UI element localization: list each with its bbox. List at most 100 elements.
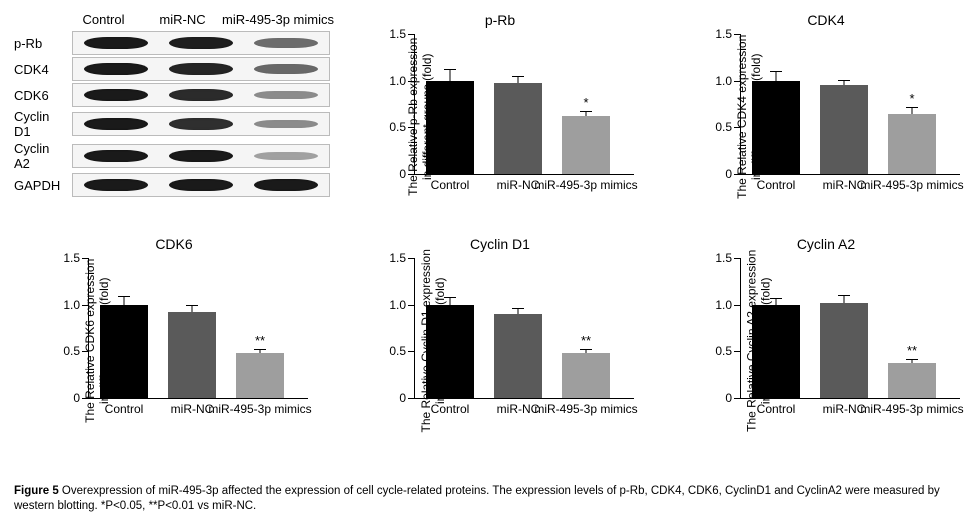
error-bar [450,297,451,304]
error-cap [580,349,592,350]
ytick [734,398,740,399]
blot-band [84,89,148,101]
blot-row-label: Cyclin A2 [14,141,72,171]
xtick-label: miR-495-3p mimics [860,178,963,192]
y-axis [740,34,741,174]
ytick-label: 0 [54,391,80,405]
xtick-label: miR-495-3p mimics [534,178,637,192]
error-cap [118,296,130,297]
ytick [82,351,88,352]
blot-band [254,64,318,74]
chart-plot-area: 00.51.01.5ControlmiR-NC**miR-495-3p mimi… [88,258,320,418]
blot-lane [73,32,158,54]
bar-0 [100,305,148,398]
blot-lane [158,145,243,167]
figure-page: Control miR-NC miR-495-3p mimics p-RbCDK… [0,0,975,523]
xtick-label: miR-NC [823,402,866,416]
chart-pRb: p-RbThe Relative p-Rb expressionin diffe… [340,8,660,226]
blot-row-label: CDK4 [14,62,72,77]
xtick-label: miR-NC [497,402,540,416]
ytick [408,305,414,306]
bar-1 [494,83,542,174]
ytick-label: 1.5 [706,27,732,41]
blot-lane-box [72,173,330,197]
y-axis [414,34,415,174]
blot-lane-box [72,31,330,55]
blot-band [169,37,233,49]
ytick-label: 0.5 [706,344,732,358]
xtick-label: miR-NC [171,402,214,416]
ytick-label: 1.5 [380,27,406,41]
figure-caption: Figure 5 Overexpression of miR-495-3p af… [14,484,961,515]
ytick [734,351,740,352]
bar-0 [752,81,800,174]
ytick [82,305,88,306]
blot-lane [73,58,158,80]
x-axis [414,174,634,175]
blot-col-1: miR-NC [143,12,222,27]
error-bar [776,71,777,80]
error-bar [844,295,845,302]
ytick [408,127,414,128]
significance-marker: ** [888,343,936,358]
blot-lane-box [72,57,330,81]
ytick-label: 0 [706,167,732,181]
error-bar [450,69,451,81]
blot-band [169,179,233,191]
chart-plot-area: 00.51.01.5ControlmiR-NC*miR-495-3p mimic… [414,34,646,194]
ytick [408,398,414,399]
error-cap [906,359,918,360]
y-axis [88,258,89,398]
error-cap [444,69,456,70]
blot-row-label: Cyclin D1 [14,109,72,139]
blot-band [84,118,148,130]
y-axis [740,258,741,398]
blot-lane [73,145,158,167]
ytick [734,81,740,82]
bar-0 [426,305,474,398]
western-blot-panel: Control miR-NC miR-495-3p mimics p-RbCDK… [14,8,334,226]
chart-plot-area: 00.51.01.5ControlmiR-NC**miR-495-3p mimi… [414,258,646,418]
ytick-label: 1.0 [380,298,406,312]
x-axis [740,174,960,175]
blot-row-CyclinD1: Cyclin D1 [14,109,334,139]
blot-row-CDK4: CDK4 [14,57,334,81]
blot-lane [244,84,329,106]
bar-2 [888,114,936,174]
blot-band [84,179,148,191]
blot-band [254,120,318,129]
ytick [734,305,740,306]
error-cap [186,305,198,306]
blot-lane [244,32,329,54]
xtick-label: Control [431,178,470,192]
error-cap [512,308,524,309]
ytick [734,34,740,35]
ytick [734,174,740,175]
blot-band [169,89,233,101]
error-cap [838,295,850,296]
blot-row-label: CDK6 [14,88,72,103]
xtick-label: Control [757,402,796,416]
blot-band [84,37,148,49]
significance-marker: * [888,91,936,106]
error-cap [254,349,266,350]
blot-lane [158,32,243,54]
blot-lane [158,113,243,135]
significance-marker: ** [562,333,610,348]
bar-1 [168,312,216,398]
bar-2 [888,363,936,398]
xtick-label: miR-NC [497,178,540,192]
ytick [734,258,740,259]
blot-lane [73,84,158,106]
blot-column-headers: Control miR-NC miR-495-3p mimics [64,12,334,27]
blot-col-2: miR-495-3p mimics [222,12,334,27]
x-axis [414,398,634,399]
significance-marker: ** [236,333,284,348]
blot-rows: p-RbCDK4CDK6Cyclin D1Cyclin A2GAPDH [14,31,334,199]
blot-band [169,118,233,129]
bar-1 [494,314,542,398]
ytick-label: 0.5 [54,344,80,358]
chart-plot-area: 00.51.01.5ControlmiR-NC**miR-495-3p mimi… [740,258,972,418]
blot-lane-box [72,112,330,136]
x-axis [740,398,960,399]
